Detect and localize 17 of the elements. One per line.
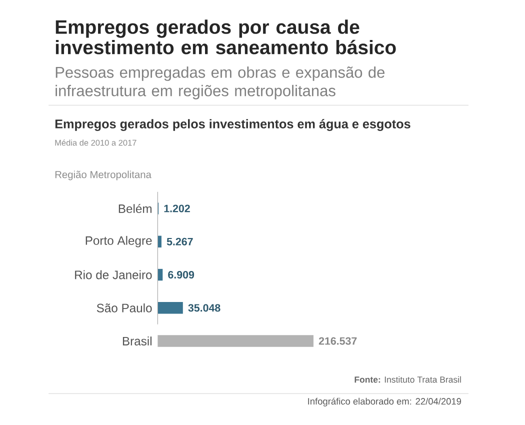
data-label: 216.537: [318, 337, 357, 345]
text: Empregos gerados pelos investimentos em água e esgotos: [55, 119, 410, 132]
data-label: 6.909: [168, 271, 194, 279]
chart-title: Empregos gerados por causa de investimento em saneamento básico: [56, 20, 396, 54]
y-tick-label: Belém: [118, 204, 152, 214]
text: Média de 2010 a 2017: [55, 140, 136, 146]
text: Fonte: Instituto Trata Brasil: [354, 376, 461, 383]
y-tick-label: Brasil: [122, 336, 152, 346]
data-label: 35.048: [188, 304, 220, 312]
y-tick-label: São Paulo: [96, 304, 152, 312]
data-label: 1.202: [164, 204, 190, 212]
y-axis-title: Região Metropolitana: [55, 170, 152, 180]
text: Infográfico elaborado em: 22/04/2019: [308, 398, 462, 407]
chart-subtitle: Pessoas empregadas em obras e expansão de infraestrutura em regiões metropolitanas: [56, 66, 385, 100]
y-tick-label: Porto Alegre: [86, 236, 152, 248]
y-tick-label: Rio de Janeiro: [75, 270, 152, 280]
data-label: 5.267: [166, 238, 193, 246]
